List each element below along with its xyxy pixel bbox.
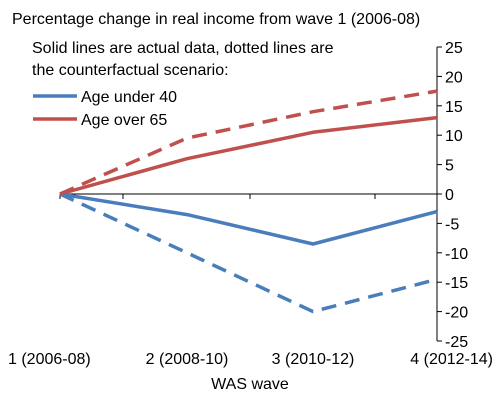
legend: Age under 40 Age over 65 (33, 89, 177, 129)
legend-label-1: Age over 65 (81, 112, 167, 129)
y-tick-label: 20 (445, 69, 463, 86)
y-tick-label: -25 (445, 334, 468, 351)
legend-label-0: Age under 40 (81, 89, 177, 106)
y-tick-label: -5 (445, 216, 459, 233)
y-tick-label: 15 (445, 99, 463, 116)
y-tick-label: 5 (445, 158, 454, 175)
chart-note-line-1: Solid lines are actual data, dotted line… (32, 40, 334, 57)
y-tick-label: -20 (445, 305, 468, 322)
x-tick-label: 3 (2010-12) (272, 351, 355, 368)
chart-note-line-2: the counterfactual scenario: (32, 62, 229, 79)
series-line-2 (59, 192, 438, 314)
y-tick-label: 25 (445, 40, 463, 57)
y-tick-label: -15 (445, 275, 468, 292)
y-tick-label: 10 (445, 128, 463, 145)
x-tick-label: 4 (2012-14) (410, 351, 493, 368)
x-tick-label: 1 (2006-08) (8, 351, 91, 368)
y-tick-label: 0 (445, 187, 454, 204)
axes: 25 20 15 10 5 0 -5 -10 -15 -20 -25 1 (2006-08) 2 (20… (8, 40, 493, 368)
series-line-3 (59, 89, 438, 196)
x-axis-label: WAS wave (211, 376, 289, 393)
x-tick-label: 2 (2008-10) (146, 351, 229, 368)
chart-title: Percentage change in real income from wa… (12, 11, 420, 28)
series-line-1 (59, 115, 438, 196)
series-line-0 (59, 192, 438, 246)
y-tick-label: -10 (445, 246, 468, 263)
series-layer (59, 89, 438, 314)
